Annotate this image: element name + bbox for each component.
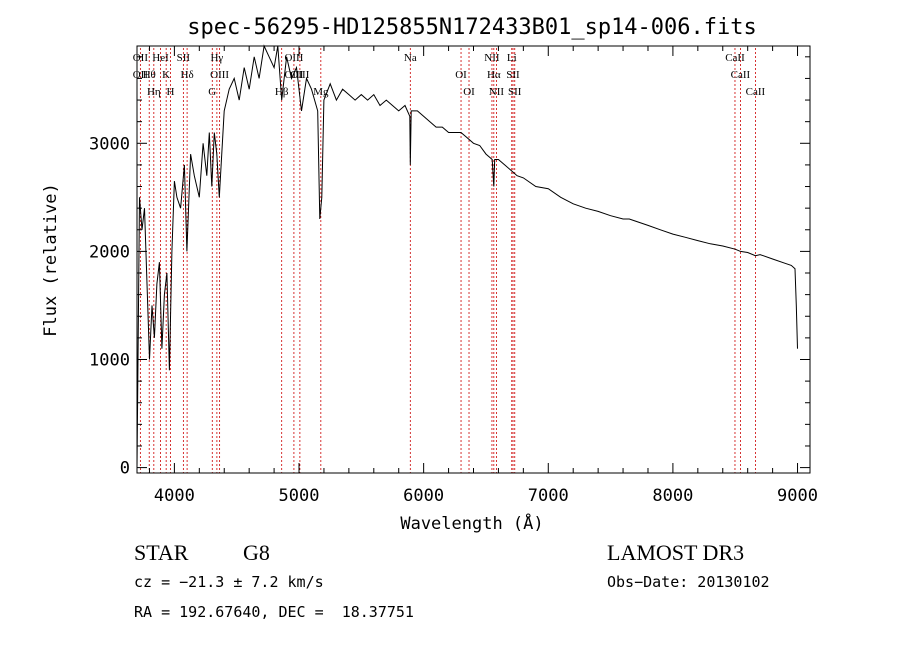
spectral-line-label: Hγ: [210, 52, 223, 64]
x-tick-label: 5000: [279, 486, 320, 506]
survey-name: LAMOST DR3: [607, 540, 745, 565]
spectral-line-label: Hθ: [143, 69, 156, 81]
x-tick-label: 7000: [528, 486, 569, 506]
plot-frame: [136, 45, 811, 474]
spectral-line-label: OIII: [210, 69, 229, 81]
spectral-line-label: Mg: [313, 86, 329, 98]
y-tick-label: 1000: [89, 350, 130, 370]
y-axis-ticks: 0 1000 2000 3000: [89, 56, 810, 479]
spectral-line-label: G: [208, 86, 216, 98]
spectrum-line: [136, 44, 798, 468]
spectral-line-label: Na: [404, 52, 417, 64]
spectral-line-label: OI: [463, 86, 475, 98]
spectral-line-label: Li: [507, 52, 517, 64]
spectral-line-label: Hη: [147, 86, 161, 98]
y-tick-label: 0: [120, 459, 130, 479]
y-tick-label: 3000: [89, 134, 130, 154]
spectral-line-label: CaII: [746, 86, 766, 98]
spectral-line-label: OIII: [290, 69, 309, 81]
spectral-line-label: Hα: [487, 69, 501, 81]
x-tick-label: 9000: [777, 486, 818, 506]
spectral-line-labels: OIIOIIHθHηHeIKHSIIHδGHγOIIIHβOIIIOIIIOII…: [133, 52, 766, 98]
spectral-line-label: OI: [455, 69, 467, 81]
x-tick-label: 6000: [403, 486, 444, 506]
spectral-line-label: SII: [177, 52, 191, 64]
spectral-line-label: Hβ: [275, 86, 289, 98]
spectral-line-label: HeI: [152, 52, 169, 64]
x-axis-ticks: 4000 5000 6000 7000 8000 9000: [148, 46, 818, 506]
spectral-line-label: H: [167, 86, 175, 98]
spectrum-chart: spec-56295-HD125855N172433B01_sp14-006.f…: [41, 15, 818, 534]
chart-title: spec-56295-HD125855N172433B01_sp14-006.f…: [187, 15, 757, 40]
x-axis-label: Wavelength (Å): [400, 512, 543, 534]
spectral-line-label: SII: [506, 69, 520, 81]
spectral-line-label: OIII: [284, 69, 303, 81]
spectral-line-label: Hδ: [181, 69, 194, 81]
spectral-line-label: CaII: [725, 52, 745, 64]
spectral-line-markers: [139, 48, 756, 473]
spectral-line-label: CaII: [731, 69, 751, 81]
y-tick-label: 2000: [89, 242, 130, 262]
x-tick-label: 8000: [652, 486, 693, 506]
spectral-line-label: K: [162, 69, 170, 81]
spectral-line-label: OII: [133, 52, 149, 64]
redshift-velocity: cz = −21.3 ± 7.2 km/s: [134, 573, 324, 591]
spectral-line-label: SII: [508, 86, 522, 98]
coordinates: RA = 192.67640, DEC = 18.37751: [134, 603, 414, 621]
object-class: STAR: [134, 540, 189, 565]
x-tick-label: 4000: [154, 486, 195, 506]
spectral-line-label: NII: [489, 86, 505, 98]
observation-date: Obs−Date: 20130102: [607, 573, 770, 591]
object-subclass: G8: [243, 540, 270, 565]
y-axis-label: Flux (relative): [41, 183, 61, 337]
spectral-line-label: NII: [484, 52, 500, 64]
